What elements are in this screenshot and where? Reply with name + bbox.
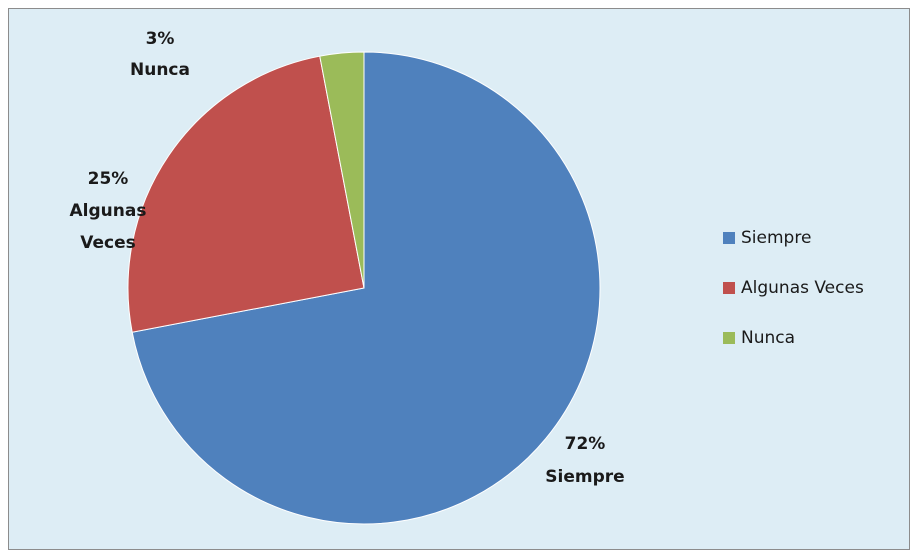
pie-slices <box>127 51 601 525</box>
data-label-nunca-percent: 3% <box>146 29 175 49</box>
data-label-algunas-veces-percent: 25% <box>88 169 129 189</box>
legend-item-algunas-veces: Algunas Veces <box>723 276 913 300</box>
legend-swatch-algunas-veces <box>723 282 735 294</box>
data-label-algunas-veces: 25% Algunas Veces <box>70 169 147 253</box>
data-label-siempre-percent: 72% <box>565 434 606 454</box>
legend-item-nunca: Nunca <box>723 326 913 350</box>
data-label-algunas-veces-category-line2: Veces <box>80 233 135 253</box>
legend-label-algunas-veces: Algunas Veces <box>741 278 864 298</box>
pie-slice-algunas-veces <box>127 55 365 333</box>
legend: Siempre Algunas Veces Nunca <box>723 226 913 376</box>
pie-slice-nunca <box>319 51 365 289</box>
legend-swatch-siempre <box>723 232 735 244</box>
legend-label-nunca: Nunca <box>741 328 796 348</box>
legend-label-siempre: Siempre <box>741 228 812 248</box>
legend-swatch-nunca <box>723 332 735 344</box>
data-label-nunca-category: Nunca <box>130 60 190 80</box>
data-label-algunas-veces-category-line1: Algunas <box>70 201 147 221</box>
data-label-siempre-category: Siempre <box>545 467 624 487</box>
data-label-nunca: 3% Nunca <box>130 29 190 80</box>
pie-slice-siempre <box>131 51 601 525</box>
legend-item-siempre: Siempre <box>723 226 913 250</box>
data-label-siempre: 72% Siempre <box>545 434 624 487</box>
